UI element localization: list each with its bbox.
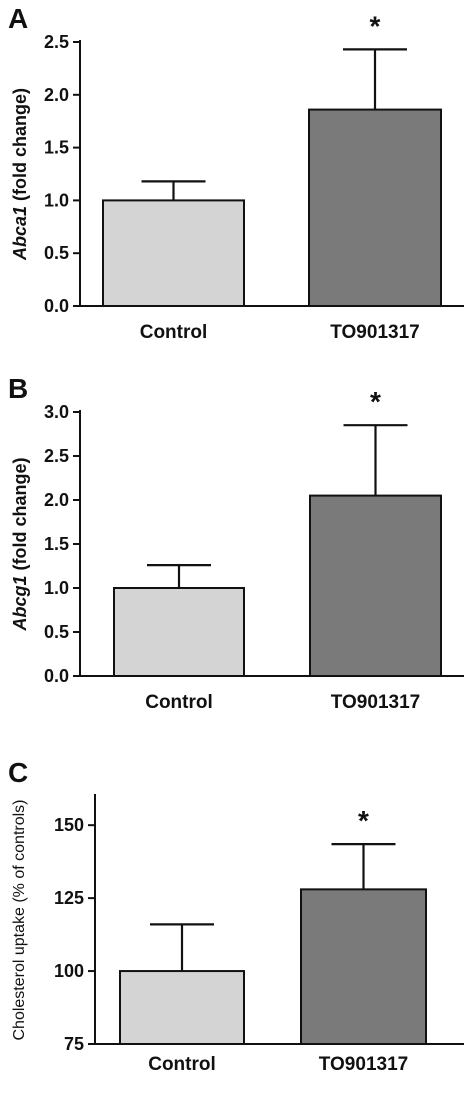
panel-letter: B	[8, 373, 28, 404]
y-tick-label: 150	[54, 815, 84, 835]
y-tick-label: 125	[54, 888, 84, 908]
y-tick-label: 2.5	[44, 32, 69, 52]
category-label: Control	[140, 322, 208, 343]
category-label: TO901317	[331, 692, 420, 713]
y-tick-label: 1.0	[44, 190, 69, 210]
category-label: Control	[148, 1054, 216, 1075]
y-tick-label: 2.0	[44, 490, 69, 510]
y-tick-label: 0.0	[44, 666, 69, 686]
y-tick-label: 0.5	[44, 243, 69, 263]
bar-control	[119, 970, 245, 1046]
y-tick-label: 2.5	[44, 446, 69, 466]
bar-to901317	[309, 494, 442, 677]
category-label: TO901317	[319, 1054, 408, 1075]
y-axis-label-gene: Abca1	[10, 206, 30, 261]
y-axis-label: Abcg1 (fold change)	[10, 457, 30, 631]
panel-a: A 0.0 0.5 1.0 1.5 2.0 2.5 Control TO901317 * Abca1…	[8, 3, 464, 343]
y-tick-label: 75	[64, 1034, 84, 1054]
panel-letter: C	[8, 757, 28, 788]
y-tick-label: 1.5	[44, 534, 69, 554]
panel-letter: A	[8, 3, 28, 34]
panel-c: C 75 100 125 150 Control TO901317 * Cholesterol …	[8, 757, 464, 1075]
y-axis-label-text: (fold change)	[10, 88, 30, 206]
y-axis-label-gene: Abcg1	[10, 575, 30, 631]
y-axis-label-text: (fold change)	[10, 457, 30, 575]
significance-marker: *	[370, 10, 381, 41]
y-tick-label: 1.0	[44, 578, 69, 598]
panel-b: B 0.0 0.5 1.0 1.5 2.0 2.5 3.0 Control TO901317 * Ab…	[8, 373, 464, 713]
y-tick-label: 0.5	[44, 622, 69, 642]
y-tick-label: 3.0	[44, 402, 69, 422]
y-tick-label: 1.5	[44, 138, 69, 158]
significance-marker: *	[370, 386, 381, 417]
y-axis-label-text: Cholesterol uptake (% of controls)	[11, 800, 28, 1041]
category-label: TO901317	[330, 322, 419, 343]
bar-to901317	[300, 888, 427, 1045]
significance-marker: *	[358, 805, 369, 836]
bar-control	[102, 199, 245, 307]
bar-to901317	[308, 108, 442, 307]
y-tick-label: 0.0	[44, 296, 69, 316]
y-tick-label: 2.0	[44, 85, 69, 105]
bar-control	[113, 587, 245, 677]
y-tick-label: 100	[54, 961, 84, 981]
category-label: Control	[145, 692, 213, 713]
y-axis-label: Abca1 (fold change)	[10, 88, 30, 261]
y-axis-label: Cholesterol uptake (% of controls)	[11, 800, 28, 1041]
